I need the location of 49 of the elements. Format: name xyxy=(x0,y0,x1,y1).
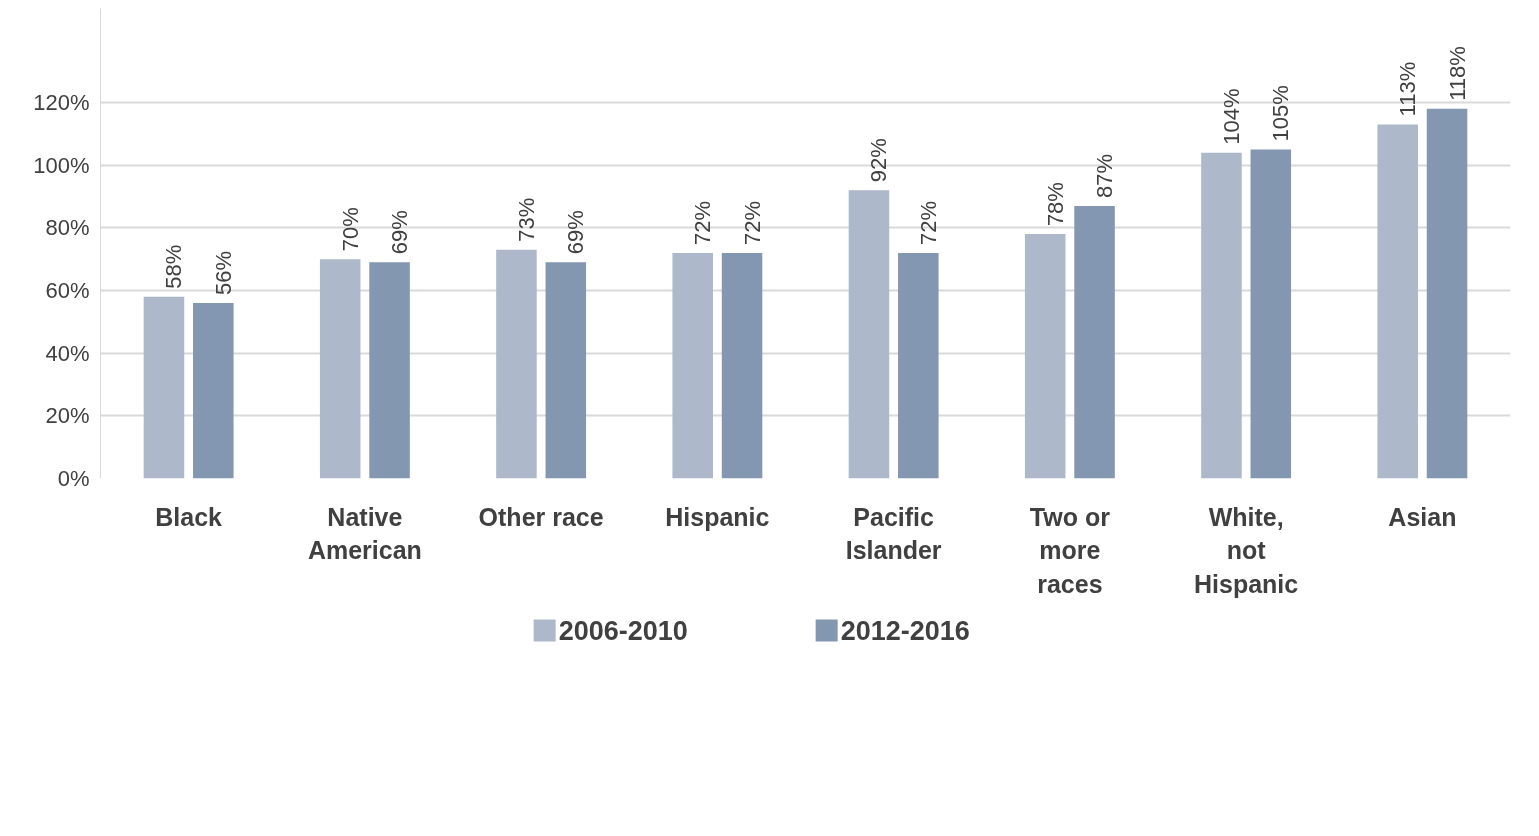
bar xyxy=(369,262,410,479)
data-label: 87% xyxy=(1092,153,1118,198)
data-label: 58% xyxy=(161,244,187,289)
bar xyxy=(1426,108,1468,479)
x-tick-label: Hispanic xyxy=(665,502,770,531)
bar xyxy=(1201,152,1242,479)
x-tick-label: Pacific Islander xyxy=(845,502,942,565)
bar xyxy=(143,296,185,479)
bar xyxy=(1024,234,1066,479)
bar xyxy=(1377,124,1418,479)
x-tick-label: Asian xyxy=(1388,502,1457,531)
data-label: 69% xyxy=(387,210,413,255)
data-label: 69% xyxy=(563,210,589,255)
data-label: 104% xyxy=(1218,88,1244,145)
bar xyxy=(672,252,713,479)
data-label: 70% xyxy=(337,207,363,252)
legend-label: 2006-2010 xyxy=(558,616,688,646)
bar xyxy=(1074,205,1115,479)
y-tick-label: 60% xyxy=(45,278,90,303)
x-tick-label: Two or more races xyxy=(1029,502,1111,598)
data-label: 78% xyxy=(1042,182,1068,227)
y-tick-label: 40% xyxy=(45,340,90,366)
data-label: 73% xyxy=(513,197,539,242)
y-tick-label: 0% xyxy=(57,466,90,491)
bar xyxy=(848,190,890,479)
data-label: 56% xyxy=(210,250,236,296)
bar xyxy=(721,252,763,479)
data-label: 72% xyxy=(915,200,941,245)
bar xyxy=(545,262,587,479)
data-label: 92% xyxy=(866,138,892,183)
legend-label: 2012-2016 xyxy=(840,616,970,646)
x-tick-label: Other race xyxy=(478,502,604,531)
data-label: 118% xyxy=(1444,46,1470,101)
bar xyxy=(496,249,537,479)
y-tick-label: 80% xyxy=(45,215,90,241)
bar xyxy=(898,252,939,479)
y-tick-label: 120% xyxy=(33,90,90,115)
bar xyxy=(319,259,361,479)
data-label: 105% xyxy=(1268,85,1294,142)
x-tick-label: Black xyxy=(155,502,223,531)
x-tick-label: Native American xyxy=(307,502,422,565)
data-label: 113% xyxy=(1395,61,1421,117)
y-tick-label: 20% xyxy=(45,403,90,429)
bar xyxy=(1250,149,1292,479)
y-tick-label: 100% xyxy=(33,152,90,178)
data-label: 72% xyxy=(739,200,765,245)
x-tick-label: White, not Hispanic xyxy=(1194,502,1299,598)
bar xyxy=(193,303,234,479)
data-label: 72% xyxy=(690,200,716,245)
